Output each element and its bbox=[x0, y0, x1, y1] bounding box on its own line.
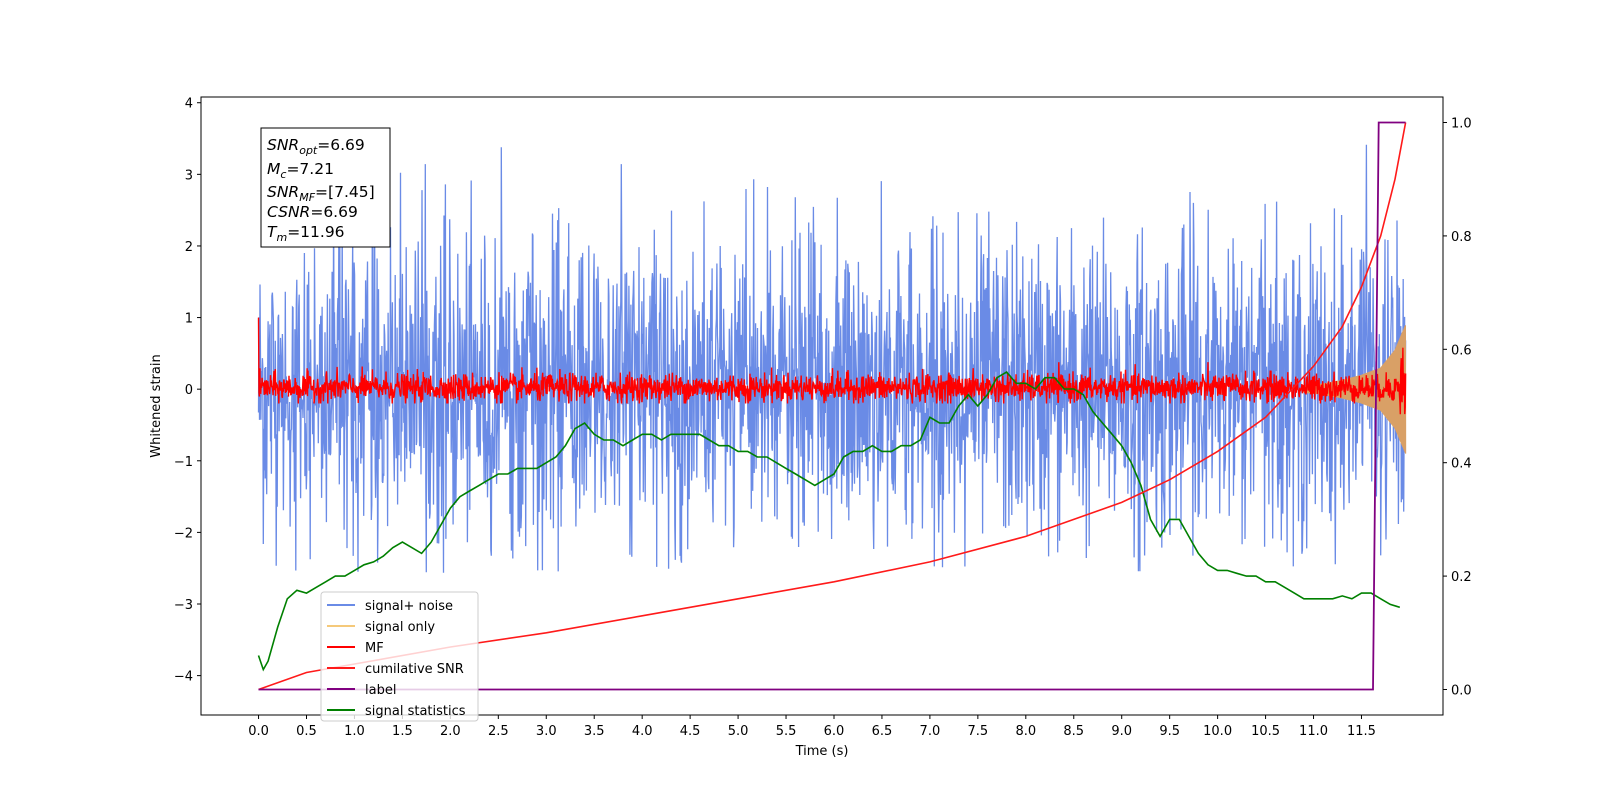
y-tick-label: −4 bbox=[174, 670, 193, 685]
y2-tick-label: 0.0 bbox=[1451, 683, 1472, 698]
y-axis-label: Whitened strain bbox=[149, 354, 164, 457]
x-tick-label: 3.5 bbox=[584, 724, 605, 739]
x-tick-label: 4.0 bbox=[632, 724, 653, 739]
x-tick-label: 5.5 bbox=[776, 724, 797, 739]
info-tm: Tm=11.96 bbox=[267, 223, 345, 244]
x-tick-label: 9.5 bbox=[1159, 724, 1180, 739]
x-tick-label: 2.0 bbox=[440, 724, 461, 739]
y-tick-label: −3 bbox=[174, 598, 193, 613]
series-signal-statistics bbox=[257, 370, 1401, 672]
x-tick-label: 9.0 bbox=[1111, 724, 1132, 739]
series-label bbox=[258, 121, 1406, 691]
x-tick-label: 8.5 bbox=[1063, 724, 1084, 739]
y-tick-label: −2 bbox=[174, 526, 193, 541]
y-tick-label: 0 bbox=[185, 383, 193, 398]
x-tick-label: 1.0 bbox=[344, 724, 365, 739]
legend-label-mf: MF bbox=[365, 641, 384, 656]
info-box: SNRopt=6.69 Mc=7.21 SNRMF=[7.45] CSNR=6.… bbox=[260, 127, 391, 248]
x-tick-label: 7.0 bbox=[920, 724, 941, 739]
info-csnr: CSNR=6.69 bbox=[267, 203, 358, 221]
x-tick-label: 10.0 bbox=[1203, 724, 1232, 739]
y-tick-label: 2 bbox=[185, 240, 193, 255]
y2-tick-label: 0.6 bbox=[1451, 343, 1472, 358]
series-signal-noise bbox=[257, 144, 1407, 573]
x-tick-label: 1.5 bbox=[392, 724, 413, 739]
legend-label-signal-noise: signal+ noise bbox=[365, 599, 453, 614]
y2-axis-ticks: 1.0 0.8 0.6 0.4 0.2 0.0 bbox=[1443, 117, 1472, 698]
info-snr-mf: SNRMF=[7.45] bbox=[267, 183, 375, 204]
x-tick-label: 3.0 bbox=[536, 724, 557, 739]
x-axis-ticks: 0.0 0.5 1.0 1.5 2.0 2.5 3.0 3.5 4.0 4.5 5.0 5.5 6.0 6… bbox=[248, 715, 1376, 739]
legend-label-label: label bbox=[365, 683, 396, 698]
info-mc: Mc=7.21 bbox=[267, 160, 334, 181]
plot-frame bbox=[200, 96, 1444, 716]
y-axis-ticks: 4 3 2 1 0 −1 −2 −3 −4 bbox=[174, 97, 201, 685]
y2-tick-label: 0.4 bbox=[1451, 457, 1472, 472]
y-tick-label: 3 bbox=[185, 168, 193, 183]
legend-label-signal-only: signal only bbox=[365, 620, 435, 635]
y2-tick-label: 1.0 bbox=[1451, 117, 1472, 132]
y2-tick-label: 0.8 bbox=[1451, 230, 1472, 245]
y-tick-label: −1 bbox=[174, 455, 193, 470]
y-tick-label: 1 bbox=[185, 312, 193, 327]
x-tick-label: 2.5 bbox=[488, 724, 509, 739]
y-tick-label: 4 bbox=[185, 97, 193, 112]
x-tick-label: 4.5 bbox=[680, 724, 701, 739]
legend-label-cumulative-snr: cumilative SNR bbox=[365, 662, 464, 677]
info-snr-opt: SNRopt=6.69 bbox=[267, 136, 365, 157]
x-tick-label: 0.0 bbox=[248, 724, 269, 739]
series-mf bbox=[257, 317, 1407, 415]
x-tick-label: 6.5 bbox=[872, 724, 893, 739]
x-tick-label: 0.5 bbox=[296, 724, 317, 739]
x-tick-label: 6.0 bbox=[824, 724, 845, 739]
legend-label-signal-statistics: signal statistics bbox=[365, 704, 466, 719]
x-tick-label: 7.5 bbox=[968, 724, 989, 739]
y2-tick-label: 0.2 bbox=[1451, 570, 1472, 585]
x-tick-label: 10.5 bbox=[1251, 724, 1280, 739]
x-tick-label: 11.5 bbox=[1347, 724, 1376, 739]
legend: signal+ noise signal only MF cumilative … bbox=[320, 591, 479, 722]
x-tick-label: 11.0 bbox=[1299, 724, 1328, 739]
x-tick-label: 5.0 bbox=[728, 724, 749, 739]
x-tick-label: 8.0 bbox=[1015, 724, 1036, 739]
x-axis-label: Time (s) bbox=[795, 744, 849, 759]
